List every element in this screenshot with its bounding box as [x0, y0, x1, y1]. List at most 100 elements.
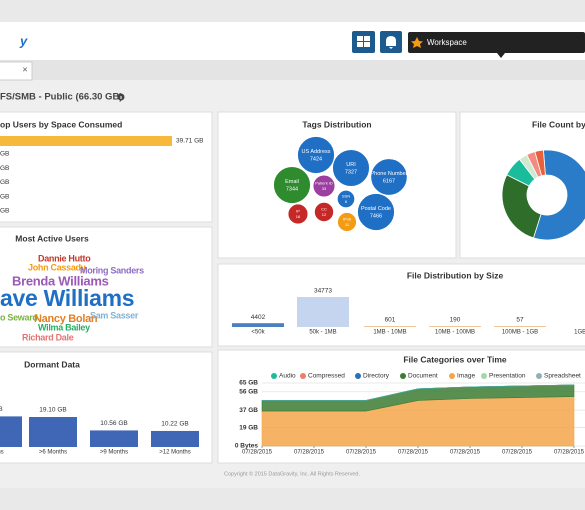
- bubble-value: 6167: [383, 178, 395, 184]
- x-tick-label: 07/28/2015: [242, 450, 273, 456]
- panel: [0, 226, 213, 348]
- x-tick-label: 100MB - 1GB: [502, 330, 538, 336]
- value-label: 10.56 GB: [100, 420, 127, 427]
- bar: [90, 430, 138, 447]
- value-label: 10.22 GB: [161, 421, 188, 428]
- bubble: [314, 202, 334, 222]
- legend-swatch: [481, 373, 487, 379]
- x-tick-label: 07/28/2015: [450, 450, 481, 456]
- word: John Cassady: [28, 262, 86, 272]
- legend-swatch: [355, 373, 361, 379]
- donut-slice: [532, 149, 585, 241]
- word: Wilma Bailey: [38, 322, 90, 332]
- breadcrumb: FS/SMB - Public (66.30 GB): [0, 92, 122, 103]
- grid-button[interactable]: [352, 31, 375, 53]
- y-tick-label: 19 GB: [239, 424, 258, 431]
- x-tick-label: >12 Months: [159, 450, 191, 456]
- word: ave Williams: [0, 285, 134, 311]
- x-tick-label: 50k - 1MB: [309, 330, 336, 336]
- bubble-name: US Address: [301, 149, 330, 155]
- bubble: [370, 158, 408, 196]
- bar: [429, 326, 481, 327]
- bubble-value: 33: [322, 186, 327, 191]
- value-label: 39.71 GB: [176, 138, 203, 145]
- panel: [217, 263, 585, 347]
- bar: [494, 326, 546, 327]
- tab-close[interactable]: ×: [22, 64, 27, 74]
- footer: Copyright © 2015 DataGravity, Inc. All R…: [224, 470, 360, 477]
- value-label: 34773: [314, 288, 332, 295]
- value-label: 190: [450, 317, 461, 324]
- bubble-value: 12: [322, 212, 327, 217]
- bubble: [297, 136, 335, 174]
- value-label: 601: [385, 317, 396, 324]
- y-tick-label: 37 GB: [239, 407, 258, 414]
- legend-label: Spreadsheet: [544, 373, 581, 380]
- word: o Seward: [0, 312, 38, 322]
- panel-title: op Users by Space Consumed: [0, 119, 122, 129]
- x-tick-label: >9 Months: [100, 450, 128, 456]
- bubble-name: SSN: [342, 194, 350, 199]
- row-label: GB: [0, 208, 9, 215]
- row-label: GB: [0, 193, 9, 200]
- x-tick-label: <50k: [251, 330, 265, 336]
- word: Richard Dale: [22, 332, 74, 342]
- bubble-name: IPv6: [343, 217, 352, 222]
- star-icon: [411, 37, 423, 48]
- bubble-name: URI: [346, 162, 356, 168]
- word: Nancy Bolan: [34, 313, 98, 325]
- legend-swatch: [271, 373, 277, 379]
- bubble: [312, 174, 336, 198]
- bubble: [336, 189, 356, 209]
- value-label: 4402: [251, 314, 266, 321]
- bubble-value: 7466: [370, 213, 382, 219]
- row-label: GB: [0, 151, 9, 158]
- donut-slice: [534, 149, 546, 177]
- bar: [0, 136, 172, 146]
- legend-label: Document: [408, 373, 438, 380]
- panel-title: File Categories over Time: [403, 354, 507, 364]
- x-tick-label: 1GB -: [574, 330, 585, 336]
- grid-icon: [357, 36, 370, 47]
- legend-label: Compressed: [308, 373, 345, 380]
- value-label: 57: [516, 317, 524, 324]
- value-label: GB: [0, 406, 3, 413]
- legend-swatch: [400, 373, 406, 379]
- info-glyph: [120, 96, 122, 99]
- bubble-value: 7424: [310, 156, 322, 162]
- bubble-value: 6: [345, 199, 348, 204]
- bubble: [273, 166, 311, 204]
- legend-swatch: [536, 373, 542, 379]
- x-tick-label: 07/28/2015: [398, 450, 429, 456]
- bubble-name: Email: [285, 179, 299, 185]
- legend-label: Directory: [363, 373, 390, 380]
- tab[interactable]: [0, 61, 33, 81]
- bubble: [357, 193, 395, 231]
- y-tick-label: 56 GB: [239, 388, 258, 395]
- bubble-name: Postal Code: [361, 206, 391, 212]
- panel-title: File Count by: [532, 119, 585, 129]
- legend-label: Presentation: [489, 373, 526, 380]
- bubble-value: 11: [345, 222, 350, 227]
- bubble: [337, 212, 357, 232]
- row-label: GB: [0, 179, 9, 186]
- panel-title: Most Active Users: [15, 233, 89, 243]
- bubble-name: IP: [296, 209, 300, 214]
- bar: [29, 417, 77, 447]
- y-tick-label: 0 Bytes: [235, 443, 259, 450]
- word: Moring Sanders: [80, 265, 144, 275]
- bar: [364, 326, 416, 327]
- word: Sam Sasser: [90, 310, 139, 320]
- bubble-value: 16: [296, 214, 301, 219]
- bar: [151, 430, 199, 447]
- word: Dannie Hutto: [38, 253, 91, 263]
- bubble-name: CC: [321, 207, 327, 212]
- word: Brenda Williams: [12, 273, 109, 288]
- x-tick-label: >6 Months: [39, 450, 67, 456]
- bubble-name: Patient ID: [315, 181, 333, 186]
- legend-label: Audio: [279, 373, 296, 380]
- x-tick-label: nths: [0, 450, 4, 456]
- bar: [232, 323, 284, 327]
- workspace-dropdown[interactable]: [408, 32, 585, 53]
